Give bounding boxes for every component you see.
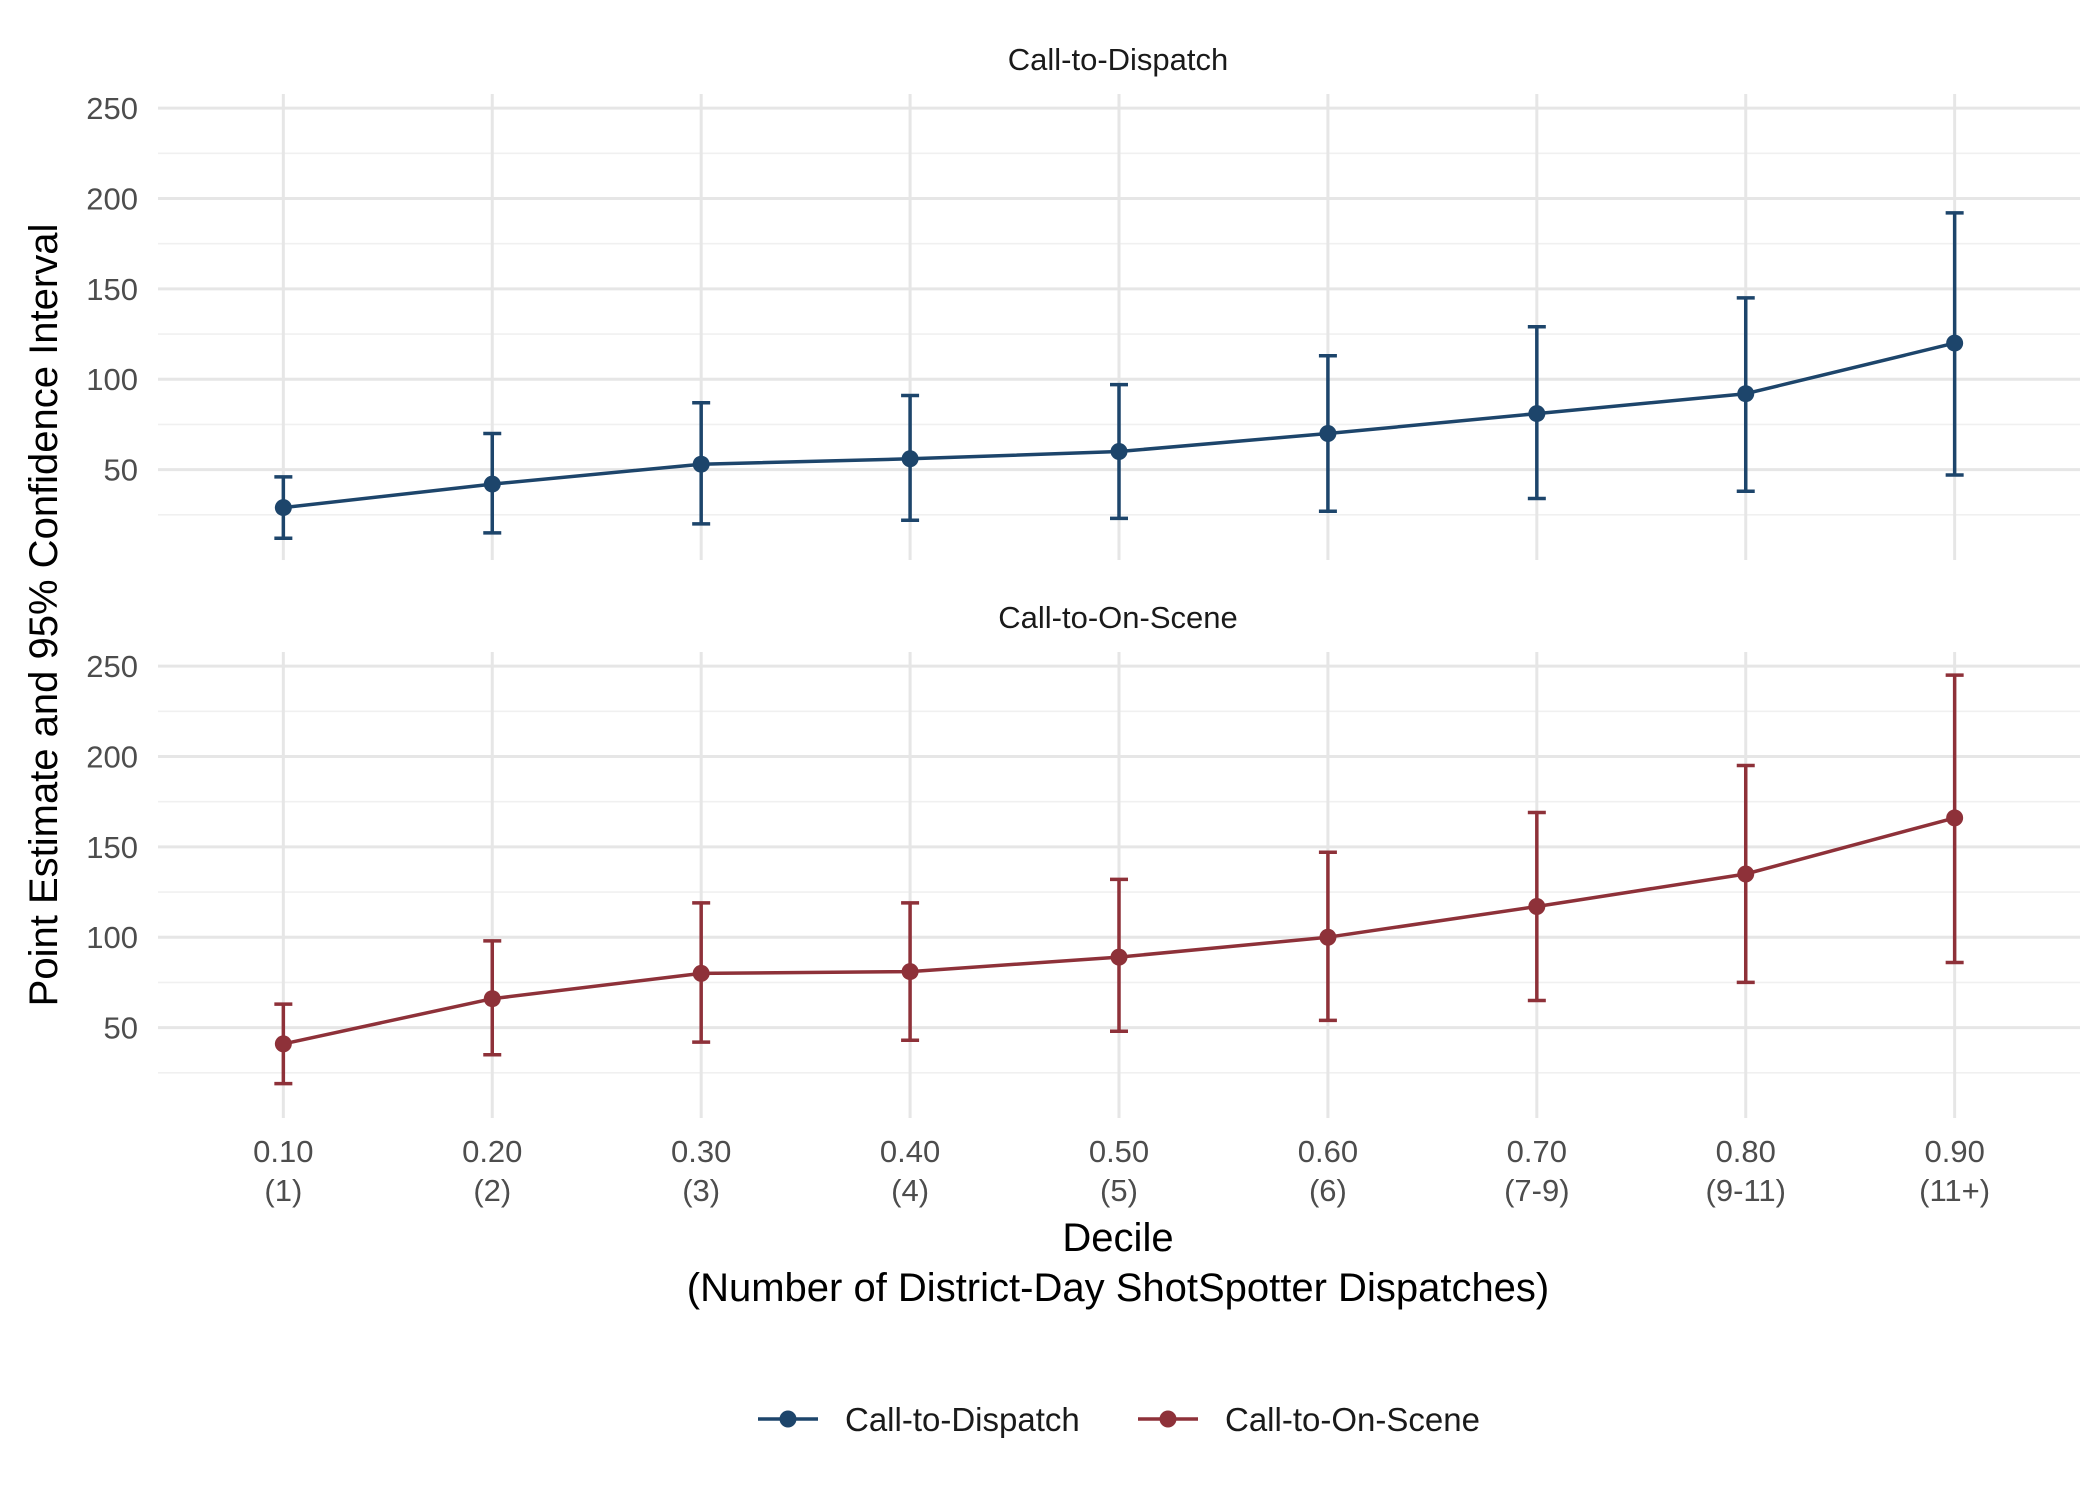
x-tick-label-0-50: 0.50 [1089,1134,1149,1169]
facet-title-1: Call-to-Dispatch [1008,42,1229,77]
data-point-call-to-dispatch-9 [1946,334,1964,352]
legend-key-point-call-to-dispatch [779,1410,797,1428]
x-tick-label-0-20: 0.20 [462,1134,522,1169]
y-tick-label-150: 150 [86,830,138,865]
facet-panel-call-to-on-scene: 50 100 150 200 250 [86,649,2080,1118]
x-axis-tick-labels: 0.10 (1) 0.20 (2) 0.30 (3) 0.40 (4) 0.50 (5) 0.60 (… [253,1134,1990,1208]
x-tick-label-0-30: 0.30 [671,1134,731,1169]
x-tick-sublabel-6: (6) [1309,1173,1347,1208]
x-tick-sublabel-7-9: (7-9) [1504,1173,1569,1208]
x-tick-sublabel-11: (11+) [1919,1173,1990,1208]
y-tick-label-250: 250 [86,649,138,684]
data-point-call-to-on-scene-3 [692,964,710,982]
x-tick-sublabel-4: (4) [891,1173,929,1208]
data-point-call-to-dispatch-7 [1528,405,1546,423]
x-tick-sublabel-5: (5) [1100,1173,1138,1208]
y-tick-label-200: 200 [86,739,138,774]
x-tick-sublabel-2: (2) [473,1173,511,1208]
facet-panel-call-to-dispatch: 50 100 150 200 250 [86,91,2080,560]
data-point-call-to-on-scene-1 [274,1035,292,1053]
data-point-call-to-on-scene-7 [1528,898,1546,915]
data-point-call-to-on-scene-9 [1946,809,1964,827]
x-tick-sublabel-1: (1) [264,1173,302,1208]
y-tick-label-250: 250 [86,91,138,126]
y-tick-label-50: 50 [104,1011,138,1046]
data-point-call-to-dispatch-2 [483,475,501,493]
data-point-call-to-on-scene-6 [1319,928,1337,946]
x-tick-label-0-40: 0.40 [880,1134,940,1169]
data-point-call-to-on-scene-8 [1737,865,1755,883]
y-tick-label-200: 200 [86,181,138,216]
data-point-call-to-dispatch-6 [1319,424,1337,442]
x-tick-sublabel-3: (3) [682,1173,720,1208]
y-tick-label-50: 50 [104,453,138,488]
data-point-call-to-on-scene-4 [901,963,919,981]
x-tick-label-0-90: 0.90 [1924,1134,1984,1169]
legend-key-point-call-to-on-scene [1159,1410,1177,1428]
y-tick-label-100: 100 [86,920,138,955]
data-point-call-to-on-scene-5 [1110,948,1128,966]
legend: Call-to-Dispatch Call-to-On-Scene [758,1401,1480,1438]
y-axis-title: Point Estimate and 95% Confidence Interv… [22,224,66,1007]
data-point-call-to-dispatch-4 [901,450,919,468]
legend-label-call-to-dispatch: Call-to-Dispatch [845,1401,1080,1438]
x-tick-label-0-60: 0.60 [1298,1134,1358,1169]
y-tick-label-100: 100 [86,362,138,397]
x-tick-label-0-80: 0.80 [1716,1134,1776,1169]
data-point-call-to-dispatch-3 [692,455,710,473]
legend-label-call-to-on-scene: Call-to-On-Scene [1225,1401,1480,1438]
legend-item-call-to-on-scene: Call-to-On-Scene [1138,1401,1480,1438]
x-axis-title-line2: (Number of District-Day ShotSpotter Disp… [687,1266,1550,1310]
x-tick-sublabel-9-11: (9-11) [1706,1173,1786,1208]
data-point-call-to-on-scene-2 [483,990,501,1008]
data-point-call-to-dispatch-1 [274,499,292,517]
legend-item-call-to-dispatch: Call-to-Dispatch [758,1401,1080,1438]
x-tick-label-0-70: 0.70 [1507,1134,1567,1169]
x-tick-label-0-10: 0.10 [253,1134,313,1169]
x-axis-title-line1: Decile [1062,1216,1173,1260]
y-tick-label-150: 150 [86,272,138,307]
data-point-call-to-dispatch-8 [1737,385,1755,403]
facet-title-2: Call-to-On-Scene [998,600,1237,635]
data-point-call-to-dispatch-5 [1110,443,1128,461]
